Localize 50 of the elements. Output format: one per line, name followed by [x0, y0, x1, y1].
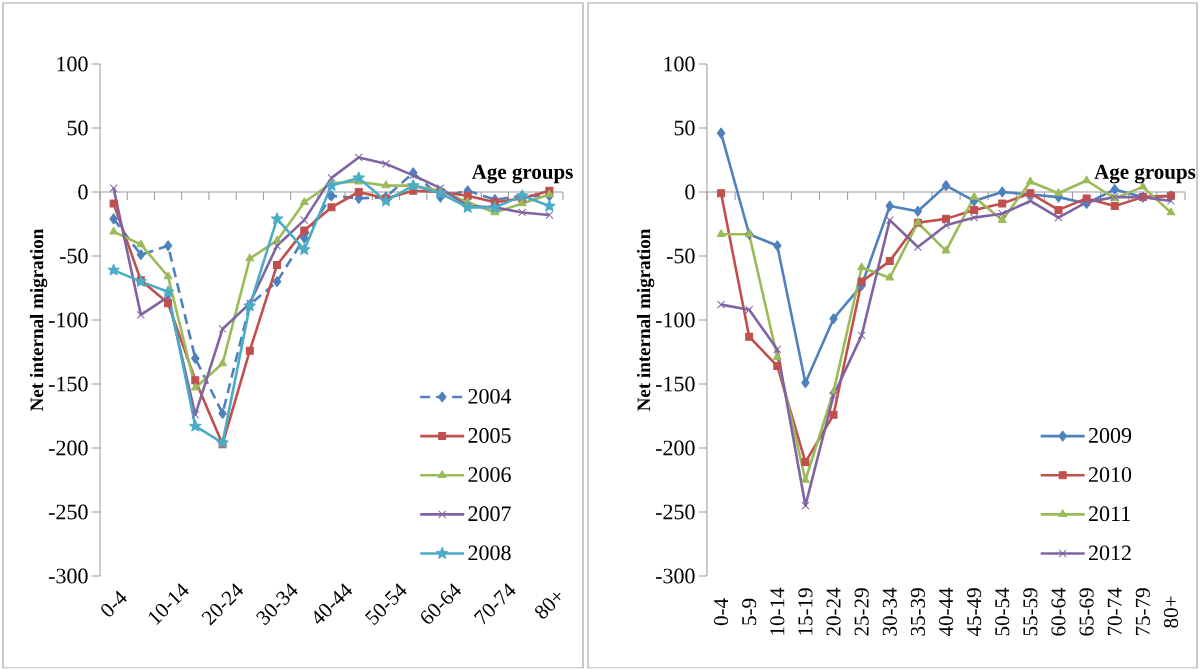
y-tick-label: -50 [59, 248, 88, 264]
x-tick-label: 50-54 [995, 588, 1010, 636]
x-tick-label: 60-64 [1051, 588, 1066, 636]
y-tick-label: 0 [685, 184, 695, 200]
x-tick-label: 35-39 [910, 588, 925, 636]
legend-label: 2004 [468, 389, 512, 404]
y-tick-label: 0 [78, 184, 88, 200]
y-tick-label: -100 [48, 312, 88, 328]
x-tick-label: 0-4 [101, 590, 127, 617]
legend-label: 2009 [1088, 428, 1132, 444]
x-axis-title: Age groups [471, 165, 573, 184]
legend-label: 2005 [468, 428, 511, 444]
y-tick-label: -150 [48, 376, 88, 392]
x-tick-label: 45-49 [967, 588, 982, 637]
y-tick-label: 50 [674, 120, 695, 136]
y-tick-label: -100 [655, 312, 695, 328]
x-tick-label: 80+ [535, 592, 561, 619]
x-tick-label: 65-69 [1079, 588, 1094, 636]
x-tick-label: 0-4 [713, 598, 729, 626]
x-tick-label: 5-9 [742, 599, 757, 625]
y-axis-title: Net internal migration [636, 229, 655, 412]
x-tick-label: 15-19 [798, 588, 813, 635]
y-tick-label: -200 [655, 440, 695, 456]
x-tick-label: 80+ [1163, 596, 1179, 628]
y-tick-label: -300 [655, 568, 695, 584]
legend-label: 2008 [468, 545, 511, 561]
y-tick-label: -200 [48, 440, 88, 456]
x-tick-label: 20-24 [826, 588, 841, 636]
x-tick-label: 55-59 [1023, 588, 1038, 636]
y-tick-label: -50 [666, 248, 695, 264]
y-tick-label: -250 [655, 504, 695, 520]
y-tick-label: 100 [57, 56, 88, 72]
x-tick-label: 75-79 [1135, 588, 1150, 636]
y-tick-label: -250 [48, 504, 88, 520]
x-tick-label: 40-44 [938, 588, 954, 637]
x-axis-title: Age groups [1094, 165, 1196, 184]
y-tick-label: 100 [664, 56, 695, 72]
x-tick-label: 30-34 [882, 588, 897, 636]
y-tick-label: -150 [655, 376, 695, 392]
y-tick-label: -300 [48, 568, 88, 584]
x-tick-label: 10-14 [770, 588, 785, 635]
y-tick-label: 50 [67, 120, 88, 136]
legend-label: 2007 [468, 506, 511, 522]
y-axis-title: Net internal migration [29, 229, 48, 412]
x-tick-label: 70-74 [1107, 588, 1122, 636]
legend-label: 2010 [1088, 467, 1132, 483]
legend-label: 2011 [1088, 506, 1130, 522]
legend-label: 2012 [1088, 545, 1131, 561]
x-tick-label: 25-29 [854, 588, 869, 636]
legend-label: 2006 [468, 467, 511, 483]
